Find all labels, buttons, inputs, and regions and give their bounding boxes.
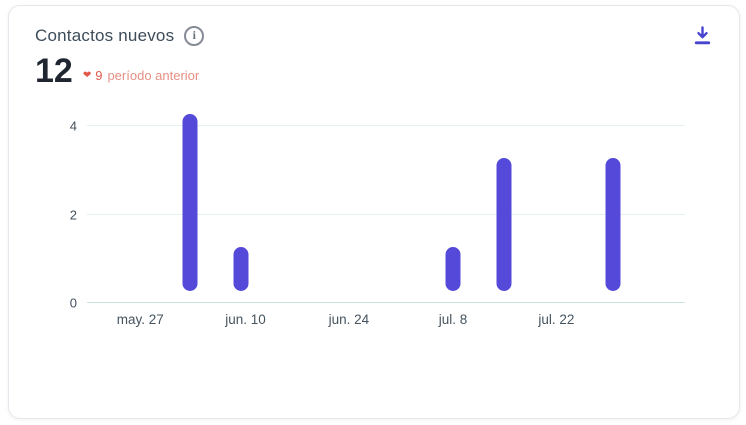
y-tick-label: 4	[69, 118, 77, 134]
x-tick-label: jun. 10	[225, 312, 266, 328]
bar[interactable]	[496, 158, 512, 292]
contacts-card: Contactos nuevos i 12 ❤ 9 período anteri…	[8, 5, 740, 419]
x-tick-label: jul. 8	[438, 312, 468, 328]
bar[interactable]	[233, 247, 249, 292]
x-tick-label: jul. 22	[538, 312, 575, 328]
chart-plot: 0 2 4	[70, 108, 685, 311]
bar[interactable]	[182, 114, 198, 292]
stat-row: 12 ❤ 9 período anterior	[35, 52, 713, 90]
bar[interactable]	[605, 158, 621, 292]
x-tick-label: jun. 24	[328, 312, 370, 328]
delta-value: 9	[95, 68, 103, 84]
gridline	[87, 125, 685, 127]
card-title: Contactos nuevos	[35, 25, 175, 45]
bar-chart: 0 2 4 may. 27 jun. 10 jun. 24 jul. 8 jul. 22	[35, 108, 713, 335]
y-tick-label: 0	[69, 295, 77, 311]
delta-label: período anterior	[107, 68, 200, 84]
download-icon	[694, 26, 711, 48]
gridline	[87, 213, 685, 215]
heart-icon: ❤	[82, 70, 92, 82]
download-button[interactable]	[692, 24, 713, 47]
card-header: Contactos nuevos i	[35, 24, 713, 47]
chart-x-axis: may. 27 jun. 10 jun. 24 jul. 8 jul. 22	[87, 303, 685, 335]
stat-value: 12	[35, 52, 73, 90]
info-icon[interactable]: i	[184, 25, 205, 46]
x-axis-baseline	[87, 302, 685, 304]
bar[interactable]	[445, 247, 461, 292]
delta-indicator: ❤ 9 período anterior	[83, 68, 199, 83]
x-tick-label: may. 27	[116, 312, 164, 328]
y-tick-label: 2	[69, 207, 77, 223]
